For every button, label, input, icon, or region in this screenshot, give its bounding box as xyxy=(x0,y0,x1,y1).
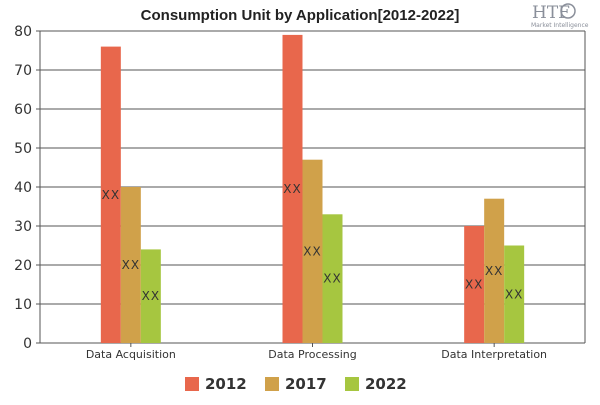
data-label: XX xyxy=(323,272,341,286)
data-label: XX xyxy=(465,278,483,292)
data-label: XX xyxy=(505,287,523,301)
legend-swatch-2022 xyxy=(345,377,359,391)
bars xyxy=(100,34,525,344)
data-label: XX xyxy=(122,258,140,272)
y-tick-label: 80 xyxy=(14,24,32,40)
logo-globe-icon xyxy=(560,3,576,19)
bar-2012-2 xyxy=(464,226,485,343)
y-tick-label: 30 xyxy=(14,219,32,235)
legend-swatch-2012 xyxy=(185,377,199,391)
bar-2012-1 xyxy=(282,34,303,344)
y-tick-label: 10 xyxy=(14,297,32,313)
y-tick-label: 0 xyxy=(23,336,32,352)
data-label: XX xyxy=(102,188,120,202)
bar-2022-1 xyxy=(322,214,343,343)
htf-logo: HTF Market Intelligence xyxy=(531,3,589,29)
legend-label: 2012 xyxy=(205,375,247,393)
x-tick-label: Data Acquisition xyxy=(86,348,176,361)
logo-subtext: Market Intelligence xyxy=(531,22,589,29)
bar-2017-2 xyxy=(484,198,505,343)
y-tick-label: 70 xyxy=(14,63,32,79)
bar-2017-0 xyxy=(120,187,141,343)
legend-label: 2022 xyxy=(365,375,407,393)
legend-swatch-2017 xyxy=(265,377,279,391)
x-tick-label: Data Interpretation xyxy=(441,348,547,361)
x-tick-label: Data Processing xyxy=(268,348,357,361)
axes: 0 10 20 30 40 50 60 70 80 Data Acquisition Data Pr… xyxy=(14,24,586,361)
bar-2017-1 xyxy=(302,159,323,343)
data-label: XX xyxy=(303,244,321,258)
bar-2022-2 xyxy=(504,245,525,343)
legend-label: 2017 xyxy=(285,375,327,393)
data-label: XX xyxy=(485,264,503,278)
y-tick-label: 50 xyxy=(14,141,32,157)
bar-2022-0 xyxy=(140,249,161,343)
data-label: XX xyxy=(142,289,160,303)
y-tick-label: 60 xyxy=(14,102,32,118)
y-tick-label: 40 xyxy=(14,180,32,196)
chart-title: Consumption Unit by Application[2012-202… xyxy=(141,7,460,24)
logo-text: HTF xyxy=(532,3,570,23)
legend: 2012 2017 2022 xyxy=(185,375,407,393)
data-label: XX xyxy=(283,182,301,196)
bar-2012-0 xyxy=(100,46,121,343)
y-tick-label: 20 xyxy=(14,258,32,274)
